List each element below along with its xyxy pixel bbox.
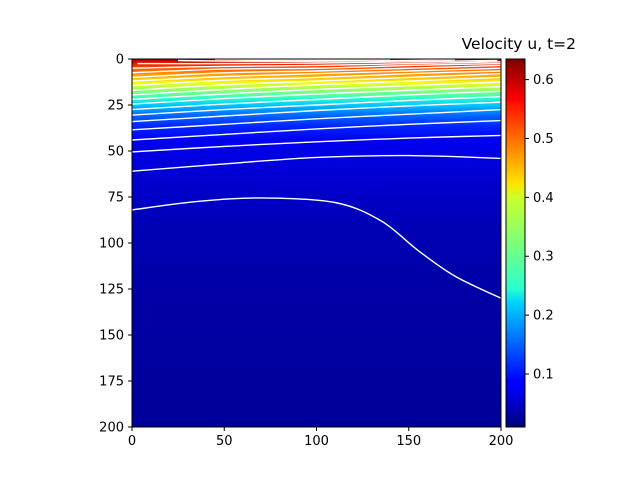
contour-lines xyxy=(132,59,501,299)
x-axis: 0 50 100 150 200 xyxy=(128,427,514,449)
x-tick-label-0: 0 xyxy=(128,434,136,449)
colorbar-tick-label-0: 0.1 xyxy=(533,368,554,383)
colorbar-tick-label-2: 0.3 xyxy=(533,250,554,265)
contour-line-3 xyxy=(132,119,501,141)
contour-line-0 xyxy=(132,197,501,299)
x-tick-label-100: 100 xyxy=(304,434,329,449)
contour-line-1 xyxy=(132,154,501,172)
contour-line-15 xyxy=(132,62,501,74)
colorbar-tick-label-3: 0.4 xyxy=(533,191,554,206)
contour-line-8 xyxy=(132,85,501,105)
contour-line-14 xyxy=(132,64,501,79)
contour-line-7 xyxy=(132,90,501,111)
x-tick-label-200: 200 xyxy=(489,434,514,449)
contour-line-11 xyxy=(132,73,501,91)
heatmap-field xyxy=(132,59,501,427)
contour-line-13 xyxy=(132,67,501,82)
contour-line-12 xyxy=(132,70,501,87)
y-tick-label-25: 25 xyxy=(107,99,124,114)
contour-line-4 xyxy=(132,108,501,131)
y-tick-label-50: 50 xyxy=(107,145,124,160)
contour-line-5 xyxy=(132,101,501,123)
contour-line-2 xyxy=(132,134,501,153)
colorbar-axis: 0.1 0.2 0.3 0.4 0.5 0.6 xyxy=(525,73,554,383)
colorbar xyxy=(505,58,526,428)
contour-line-17 xyxy=(137,59,498,65)
x-tick-label-50: 50 xyxy=(216,434,233,449)
y-tick-label-100: 100 xyxy=(99,237,124,252)
y-tick-label-200: 200 xyxy=(99,421,124,436)
y-tick-label-0: 0 xyxy=(116,53,124,68)
contour-line-16 xyxy=(132,61,501,69)
x-tick-label-150: 150 xyxy=(396,434,421,449)
y-tick-label-75: 75 xyxy=(107,191,124,206)
y-tick-label-150: 150 xyxy=(99,329,124,344)
contour-line-19 xyxy=(214,59,391,61)
y-tick-label-125: 125 xyxy=(99,283,124,298)
contour-line-10 xyxy=(132,76,501,96)
y-axis: 0 25 50 75 100 125 150 175 200 xyxy=(99,53,132,436)
contour-line-18 xyxy=(178,59,455,62)
chart-title: Velocity u, t=2 xyxy=(462,35,576,53)
colorbar-tick-label-4: 0.5 xyxy=(533,132,554,147)
contour-line-9 xyxy=(132,81,501,101)
contour-line-6 xyxy=(132,96,501,116)
colorbar-tick-label-5: 0.6 xyxy=(533,73,554,88)
y-tick-label-175: 175 xyxy=(99,375,124,390)
colorbar-tick-label-1: 0.2 xyxy=(533,309,554,324)
